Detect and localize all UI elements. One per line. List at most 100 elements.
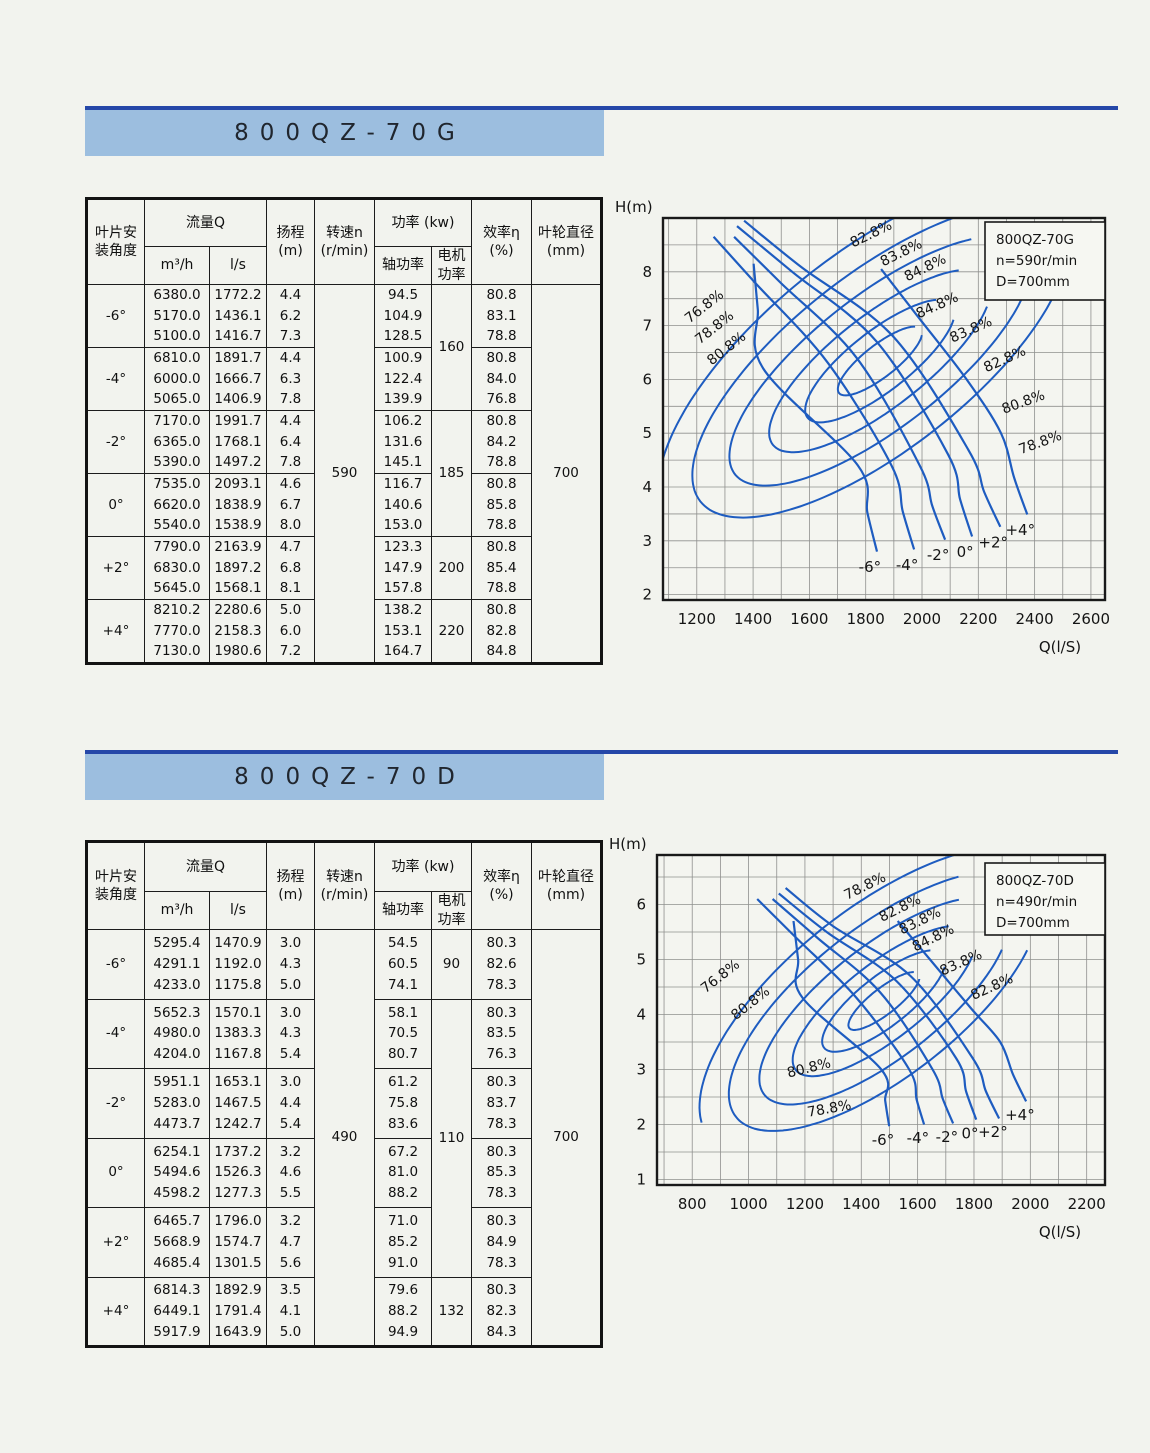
efficiency-cell: 80.8 85.4 78.8	[471, 536, 532, 600]
header-flow: 流量Q	[144, 841, 267, 892]
x-tick-label: 2000	[1011, 1195, 1049, 1213]
efficiency-contour-84.8%	[847, 971, 921, 1032]
efficiency-cell: 80.8 84.2 78.8	[471, 410, 532, 474]
head-cell: 4.7 6.8 8.1	[266, 536, 315, 600]
flow-m3h-cell: 6254.1 5494.6 4598.2	[144, 1137, 210, 1208]
y-tick-label: 7	[642, 317, 652, 335]
efficiency-cell: 80.3 83.7 78.3	[471, 1068, 532, 1139]
y-tick-label: 4	[642, 478, 652, 496]
header-shaft-power: 轴功率	[374, 246, 432, 285]
header-power: 功率 (kw)	[374, 198, 472, 247]
blade-angle-labels: -6° -4° -2° 0°+2°+4°	[859, 521, 1035, 576]
section-title-70g: 800QZ-70G	[234, 120, 466, 146]
flow-m3h-cell: 7790.0 6830.0 5645.0	[144, 536, 210, 600]
y-tick-label: 2	[636, 1116, 646, 1134]
blade-angle-cell: -6°	[86, 929, 145, 1000]
y-axis-title: H(m)	[615, 198, 653, 216]
blade-angle-cell: 0°	[86, 473, 145, 537]
blade-curve-0°	[778, 892, 978, 1120]
top-rule-70d	[85, 750, 1118, 754]
shaft-power-cell: 79.6 88.2 94.9	[374, 1276, 432, 1347]
blade-angle-label: -6°	[872, 1131, 894, 1149]
blade-curve-+4°	[880, 268, 1029, 515]
blade-angle-cell: +4°	[86, 599, 145, 664]
flow-ls-cell: 1737.2 1526.3 1277.3	[209, 1137, 267, 1208]
blade-angle-label: +4°	[1005, 1106, 1035, 1124]
legend-line: n=590r/min	[996, 253, 1077, 269]
blade-curve--2°	[733, 236, 947, 541]
header-speed: 转速n (r/min)	[314, 198, 375, 285]
flow-m3h-cell: 6380.0 5170.0 5100.0	[144, 284, 210, 348]
efficiency-contour-76.8%	[664, 219, 895, 459]
blade-curve-+4°	[896, 920, 1028, 1102]
blade-angle-curves	[756, 887, 1028, 1127]
head-cell: 4.4 6.2 7.3	[266, 284, 315, 348]
shaft-power-cell: 67.2 81.0 88.2	[374, 1137, 432, 1208]
flow-ls-cell: 1891.7 1666.7 1406.9	[209, 347, 267, 411]
header-flow-ls: l/s	[209, 891, 267, 930]
impeller-diameter-cell: 700	[531, 929, 602, 1347]
shaft-power-cell: 106.2 131.6 145.1	[374, 410, 432, 474]
head-cell: 5.0 6.0 7.2	[266, 599, 315, 664]
flow-m3h-cell: 6465.7 5668.9 4685.4	[144, 1207, 210, 1278]
grid-lines	[657, 855, 1105, 1185]
legend-line: 800QZ-70G	[996, 232, 1074, 248]
efficiency-cell: 80.3 84.9 78.3	[471, 1207, 532, 1278]
legend-box	[984, 221, 1106, 301]
blade-angle-label: 0°	[957, 543, 974, 561]
blade-curve--2°	[771, 898, 955, 1124]
speed-cell: 490	[314, 929, 375, 1347]
efficiency-cell: 80.8 83.1 78.8	[471, 284, 532, 348]
efficiency-cell: 80.3 83.5 76.3	[471, 998, 532, 1069]
blade-angle-label: +2°	[978, 1123, 1008, 1141]
blade-angle-cell: +2°	[86, 536, 145, 600]
shaft-power-cell: 54.5 60.5 74.1	[374, 929, 432, 1000]
header-head: 扬程 (m)	[266, 198, 315, 285]
flow-ls-cell: 1772.2 1436.1 1416.7	[209, 284, 267, 348]
y-tick-label: 2	[642, 586, 652, 604]
flow-ls-cell: 2093.1 1838.9 1538.9	[209, 473, 267, 537]
efficiency-cell: 80.3 85.3 78.3	[471, 1137, 532, 1208]
header-blade-angle: 叶片安 装角度	[86, 841, 145, 930]
efficiency-contour-82.8%	[768, 269, 988, 454]
efficiency-contour-78.8%	[727, 875, 1029, 1132]
header-speed: 转速n (r/min)	[314, 841, 375, 930]
blade-angle-cell: -2°	[86, 410, 145, 474]
title-bar-70g: 800QZ-70G	[85, 110, 604, 156]
header-flow-m3h: m³/h	[144, 246, 210, 285]
x-tick-label: 1200	[678, 610, 716, 628]
head-cell: 3.2 4.7 5.6	[266, 1207, 315, 1278]
x-tick-label: 1800	[955, 1195, 993, 1213]
header-motor-power: 电机 功率	[431, 891, 472, 930]
shaft-power-cell: 94.5 104.9 128.5	[374, 284, 432, 348]
blade-curve-0°	[736, 225, 974, 537]
efficiency-cell: 80.3 82.6 78.3	[471, 929, 532, 1000]
blade-angle-label: -4°	[896, 556, 918, 574]
flow-ls-cell: 2163.9 1897.2 1568.1	[209, 536, 267, 600]
flow-m3h-cell: 5295.4 4291.1 4233.0	[144, 929, 210, 1000]
shaft-power-cell: 71.0 85.2 91.0	[374, 1207, 432, 1278]
shaft-power-cell: 138.2 153.1 164.7	[374, 599, 432, 664]
blade-angle-cell: 0°	[86, 1137, 145, 1208]
y-tick-label: 6	[636, 896, 646, 914]
legend-line: 800QZ-70D	[996, 873, 1074, 889]
efficiency-contours	[664, 219, 1054, 519]
blade-angle-cell: -4°	[86, 347, 145, 411]
motor-power-cell: 185	[431, 410, 472, 537]
header-efficiency: 效率η (%)	[471, 198, 532, 285]
header-head: 扬程 (m)	[266, 841, 315, 930]
y-axis-ticks: 1 2 3 4 5 6	[636, 896, 646, 1189]
blade-angle-label: +4°	[1005, 521, 1035, 539]
speed-cell: 590	[314, 284, 375, 664]
flow-ls-cell: 1991.7 1768.1 1497.2	[209, 410, 267, 474]
x-tick-label: 2000	[903, 610, 941, 628]
section-title-70d: 800QZ-70D	[234, 764, 466, 790]
header-power: 功率 (kw)	[374, 841, 472, 892]
blade-angle-curves	[712, 219, 1029, 552]
blade-angle-label: -2°	[936, 1128, 958, 1146]
blade-angle-label: -6°	[859, 558, 881, 576]
head-cell: 4.4 6.4 7.8	[266, 410, 315, 474]
motor-power-cell: 220	[431, 599, 472, 664]
header-motor-power: 电机 功率	[431, 246, 472, 285]
efficiency-contour-84.8%	[836, 325, 923, 397]
